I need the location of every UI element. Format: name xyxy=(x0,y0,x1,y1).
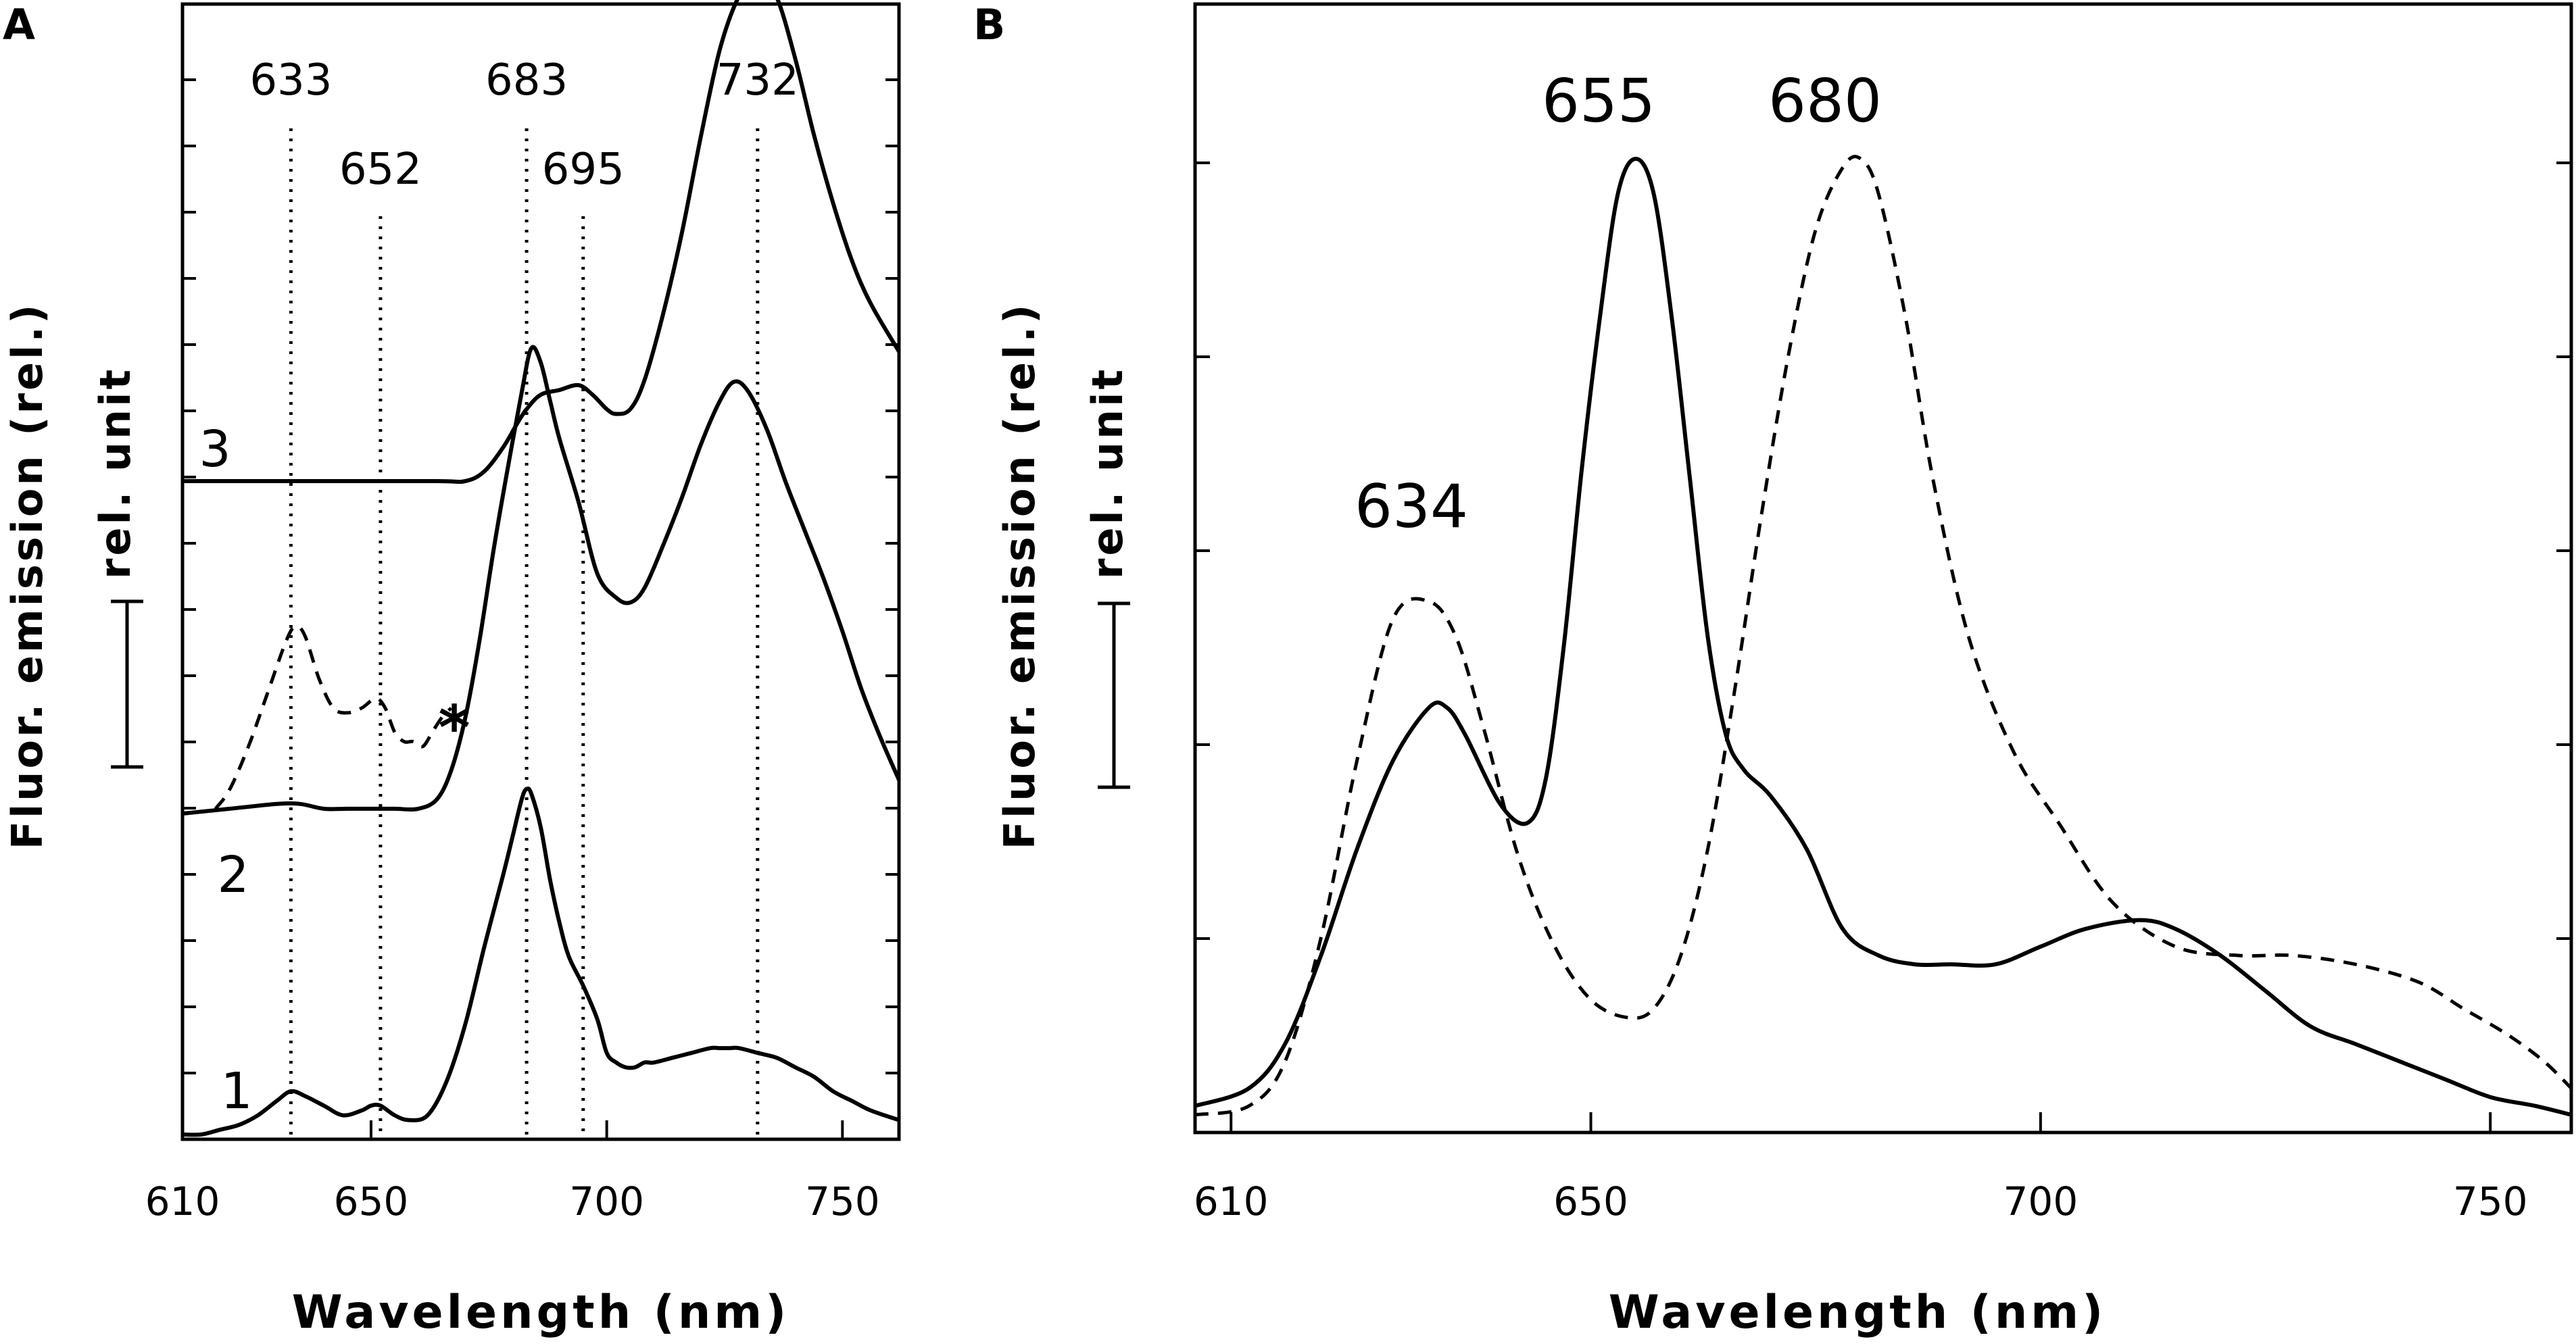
panel-b-x-tick-label: 650 xyxy=(1553,1178,1628,1224)
panel-a-x-ticks: 610 650 700 750 xyxy=(145,1120,880,1224)
panel-a-x-tick-label: 750 xyxy=(805,1178,880,1224)
panel-b-letter: B xyxy=(973,0,1005,49)
panel-b-peak-label-634: 634 xyxy=(1355,472,1468,541)
panel-a-x-tick-label: 610 xyxy=(145,1178,220,1224)
panel-a-y-ticks xyxy=(183,78,899,1074)
trace-label-1: 1 xyxy=(220,1062,252,1120)
trace-label-2: 2 xyxy=(217,846,249,904)
panel-b-scale-bar-label: rel. unit xyxy=(1083,367,1132,579)
panel-b-x-tick-label: 700 xyxy=(2003,1178,2079,1224)
panel-a-curves xyxy=(182,0,901,1137)
peak-marker-label-633: 633 xyxy=(249,55,332,105)
panel-b-y-ticks xyxy=(1195,161,2571,940)
panel-b-curves xyxy=(1194,155,2573,1117)
panel-b-x-tick-label: 610 xyxy=(1194,1178,1269,1224)
trace-2-dashed- xyxy=(214,624,453,810)
trace-label-3: 3 xyxy=(199,420,230,478)
peak-marker-label-732: 732 xyxy=(716,55,799,105)
panel-b: B 610 650 700 750 634 655 680 Wavelength (nm)… xyxy=(973,0,2573,1339)
panel-b-x-tick-label: 750 xyxy=(2453,1178,2528,1224)
panel-a-letter: A xyxy=(3,0,35,49)
panel-b-frame xyxy=(1193,2,2573,1135)
panel-b-curve-dashed xyxy=(1194,155,2573,1117)
panel-a-x-tick-label: 700 xyxy=(569,1178,644,1224)
panel-b-peak-label-655: 655 xyxy=(1542,66,1655,136)
panel-a-frame xyxy=(180,2,901,1141)
panel-b-peak-labels: 634 655 680 xyxy=(1355,66,1882,541)
asterisk-annotation: * xyxy=(438,693,470,764)
panel-a-y-axis-title: Fluor. emission (rel.) xyxy=(3,302,52,850)
panel-b-y-axis-title: Fluor. emission (rel.) xyxy=(995,302,1044,850)
panel-b-x-ticks: 610 650 700 750 xyxy=(1194,1112,2528,1224)
panel-a-x-axis-title: Wavelength (nm) xyxy=(292,1286,789,1339)
trace-2 xyxy=(182,345,901,816)
trace-3 xyxy=(183,0,901,484)
peak-marker-label-695: 695 xyxy=(542,145,625,195)
panel-a-scale-bar xyxy=(111,599,143,769)
panel-b-scale-bar xyxy=(1098,601,1130,789)
panel-a-scale-bar-label: rel. unit xyxy=(91,367,140,579)
peak-marker-label-652: 652 xyxy=(339,145,422,195)
panel-b-peak-label-680: 680 xyxy=(1768,66,1882,136)
peak-marker-label-683: 683 xyxy=(485,55,568,105)
panel-b-curve-solid xyxy=(1194,157,2572,1117)
panel-a-x-tick-label: 650 xyxy=(334,1178,409,1224)
trace-1 xyxy=(182,786,900,1137)
panel-b-x-axis-title: Wavelength (nm) xyxy=(1609,1286,2106,1339)
